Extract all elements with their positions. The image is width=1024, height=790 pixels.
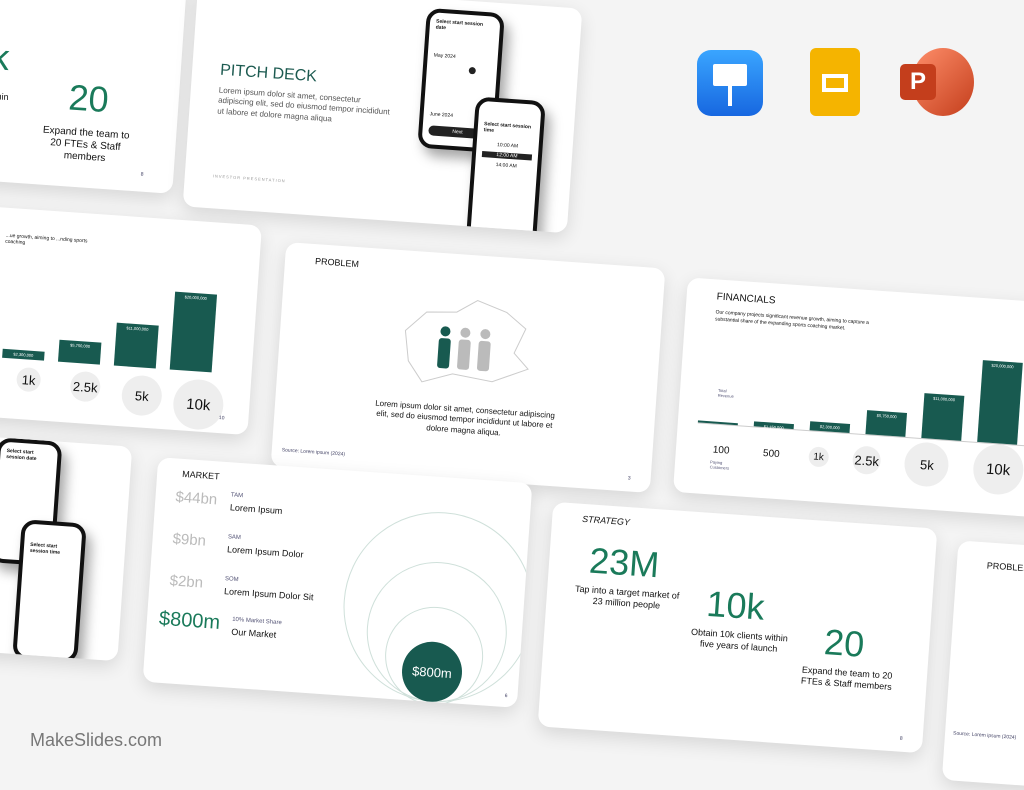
bar: $2,300,000 bbox=[809, 420, 851, 434]
time-slot: 10:00 AM bbox=[496, 142, 519, 150]
slide-pitch-partial[interactable]: Select start session date Select start s… bbox=[0, 433, 133, 662]
slide-desc: Our company projects significant revenue… bbox=[714, 309, 870, 332]
map-illustration bbox=[404, 299, 529, 383]
phone-mockup-time: Select start session time 10:00 AM 12:00… bbox=[465, 96, 546, 234]
calendar-title: Select start session date bbox=[6, 447, 37, 463]
bar: $20,000,000 bbox=[169, 291, 218, 373]
customer-count: 5k bbox=[120, 374, 164, 417]
page-number: 10 bbox=[218, 415, 225, 422]
slide-title: PROBLEM bbox=[314, 256, 360, 270]
slide-strategy-partial[interactable]: k s within nch 20 Expand the team to 20 … bbox=[0, 0, 188, 194]
slide-footer: INVESTOR PRESENTATION bbox=[212, 173, 286, 184]
calendar-month: May 2024 bbox=[433, 52, 456, 60]
bar: $1,150,000 bbox=[753, 421, 794, 431]
customer-count: 2.5k bbox=[69, 370, 102, 403]
stat-caption: Obtain 10k clients within five years of … bbox=[690, 626, 789, 654]
stat-value: 20 bbox=[822, 621, 866, 665]
bar: $11,000,000 bbox=[113, 322, 159, 369]
person-icon bbox=[477, 329, 491, 372]
selected-date-dot bbox=[468, 66, 477, 75]
market-tag: SAM bbox=[227, 534, 242, 542]
brand-watermark: MakeSlides.com bbox=[30, 730, 163, 750]
slide-financials-partial[interactable]: ...ue growth, aiming to ...nding sports … bbox=[0, 204, 262, 436]
slide-strategy[interactable]: STRATEGY 23M Tap into a target market of… bbox=[537, 501, 938, 754]
slide-problem[interactable]: PROBLEM Lorem ipsum dolor sit amet, cons… bbox=[270, 242, 666, 493]
stat-caption: Tap into a target market of 23 million p… bbox=[574, 583, 680, 611]
bar: $5,750,000 bbox=[865, 410, 907, 437]
customer-count: 500 bbox=[762, 447, 781, 460]
slide-financials[interactable]: FINANCIALS Our company projects signific… bbox=[672, 277, 1024, 518]
google-slides-icon bbox=[810, 48, 860, 116]
time-slot: 14:00 AM bbox=[495, 162, 517, 170]
market-label: Our Market bbox=[230, 626, 277, 640]
customer-count: 1k bbox=[15, 366, 42, 393]
market-tag: TAM bbox=[230, 492, 244, 500]
stat-value: 10k bbox=[705, 582, 766, 628]
stat-value: k bbox=[0, 35, 11, 79]
bar-chart: $1,150,000 $2,300,000 $5,750,000 $11,000,00… bbox=[697, 338, 1024, 448]
market-label: Lorem Ipsum Dolor bbox=[226, 544, 304, 560]
bar-chart: $2,300,000 $5,750,000 $11,000,000 $20,000,0… bbox=[2, 278, 237, 374]
keynote-icon bbox=[697, 50, 763, 116]
market-value: $9bn bbox=[172, 530, 207, 550]
time-title: Select start session time bbox=[483, 121, 532, 134]
stat-caption: Expand the team to 20 FTEs & Staff membe… bbox=[800, 664, 893, 692]
market-value: $800m bbox=[158, 607, 221, 634]
slide-problem-partial[interactable]: PROBLEM Source: Lorem ipsum (2024) bbox=[941, 540, 1024, 790]
stat-value: 20 bbox=[67, 76, 111, 121]
bar bbox=[697, 420, 738, 426]
person-icon-highlighted bbox=[437, 326, 451, 369]
market-label: Lorem Ipsum bbox=[229, 502, 283, 516]
phone-mockup-time: Select start session time bbox=[12, 519, 87, 662]
slide-title: MARKET bbox=[181, 468, 220, 482]
slide-body: Lorem ipsum dolor sit amet, consectetur … bbox=[217, 85, 391, 124]
customer-count: 2.5k bbox=[851, 445, 882, 476]
powerpoint-icon: P bbox=[900, 48, 974, 116]
slide-title: PROBLEM bbox=[986, 560, 1024, 574]
bar: $2,300,000 bbox=[2, 348, 45, 361]
market-value: $44bn bbox=[174, 488, 218, 509]
slide-market[interactable]: MARKET $44bn TAM Lorem Ipsum $9bn SAM Lo… bbox=[142, 457, 533, 708]
stat-value: 23M bbox=[587, 539, 661, 586]
slide-title: PITCH DECK bbox=[219, 61, 318, 86]
page-number: 8 bbox=[140, 171, 144, 178]
bar: $20,000,000 bbox=[977, 360, 1023, 445]
market-label: Lorem Ipsum Dolor Sit bbox=[223, 586, 314, 603]
customer-count: 10k bbox=[971, 442, 1024, 497]
page-number: 8 bbox=[899, 735, 903, 742]
source: Source: Lorem ipsum (2024) bbox=[281, 447, 346, 458]
slide-pitch-deck[interactable]: PITCH DECK Lorem ipsum dolor sit amet, c… bbox=[182, 0, 583, 234]
market-tag: SOM bbox=[224, 576, 239, 584]
person-icon bbox=[457, 327, 471, 370]
customer-count: 10k bbox=[171, 377, 226, 432]
market-tag: 10% Market Share bbox=[231, 616, 282, 627]
slide-body: Lorem ipsum dolor sit amet, consectetur … bbox=[374, 398, 556, 438]
market-value: $2bn bbox=[169, 572, 204, 592]
calendar-title: Select start session date bbox=[435, 18, 484, 32]
stat-caption: s within nch bbox=[0, 90, 9, 103]
customers-label: Paying Customers bbox=[709, 459, 730, 471]
customer-count: 5k bbox=[903, 441, 951, 488]
slide-title: STRATEGY bbox=[581, 513, 631, 528]
customer-labels: 1k 2.5k 5k 10k bbox=[0, 366, 231, 432]
page-number: 3 bbox=[627, 475, 631, 482]
slide-title: FINANCIALS bbox=[716, 291, 776, 307]
time-title: Select start session time bbox=[29, 541, 61, 556]
slide-desc: ...ue growth, aiming to ...nding sports … bbox=[5, 232, 88, 247]
time-slot-selected: 12:00 AM bbox=[481, 151, 533, 161]
stat-caption: Expand the team to 20 FTEs & Staff membe… bbox=[42, 124, 130, 165]
customer-count: 1k bbox=[807, 446, 830, 468]
page-number: 6 bbox=[504, 692, 508, 700]
bar: $5,750,000 bbox=[57, 339, 102, 365]
source: Source: Lorem ipsum (2024) bbox=[952, 730, 1017, 741]
bar: $11,000,000 bbox=[921, 393, 965, 441]
